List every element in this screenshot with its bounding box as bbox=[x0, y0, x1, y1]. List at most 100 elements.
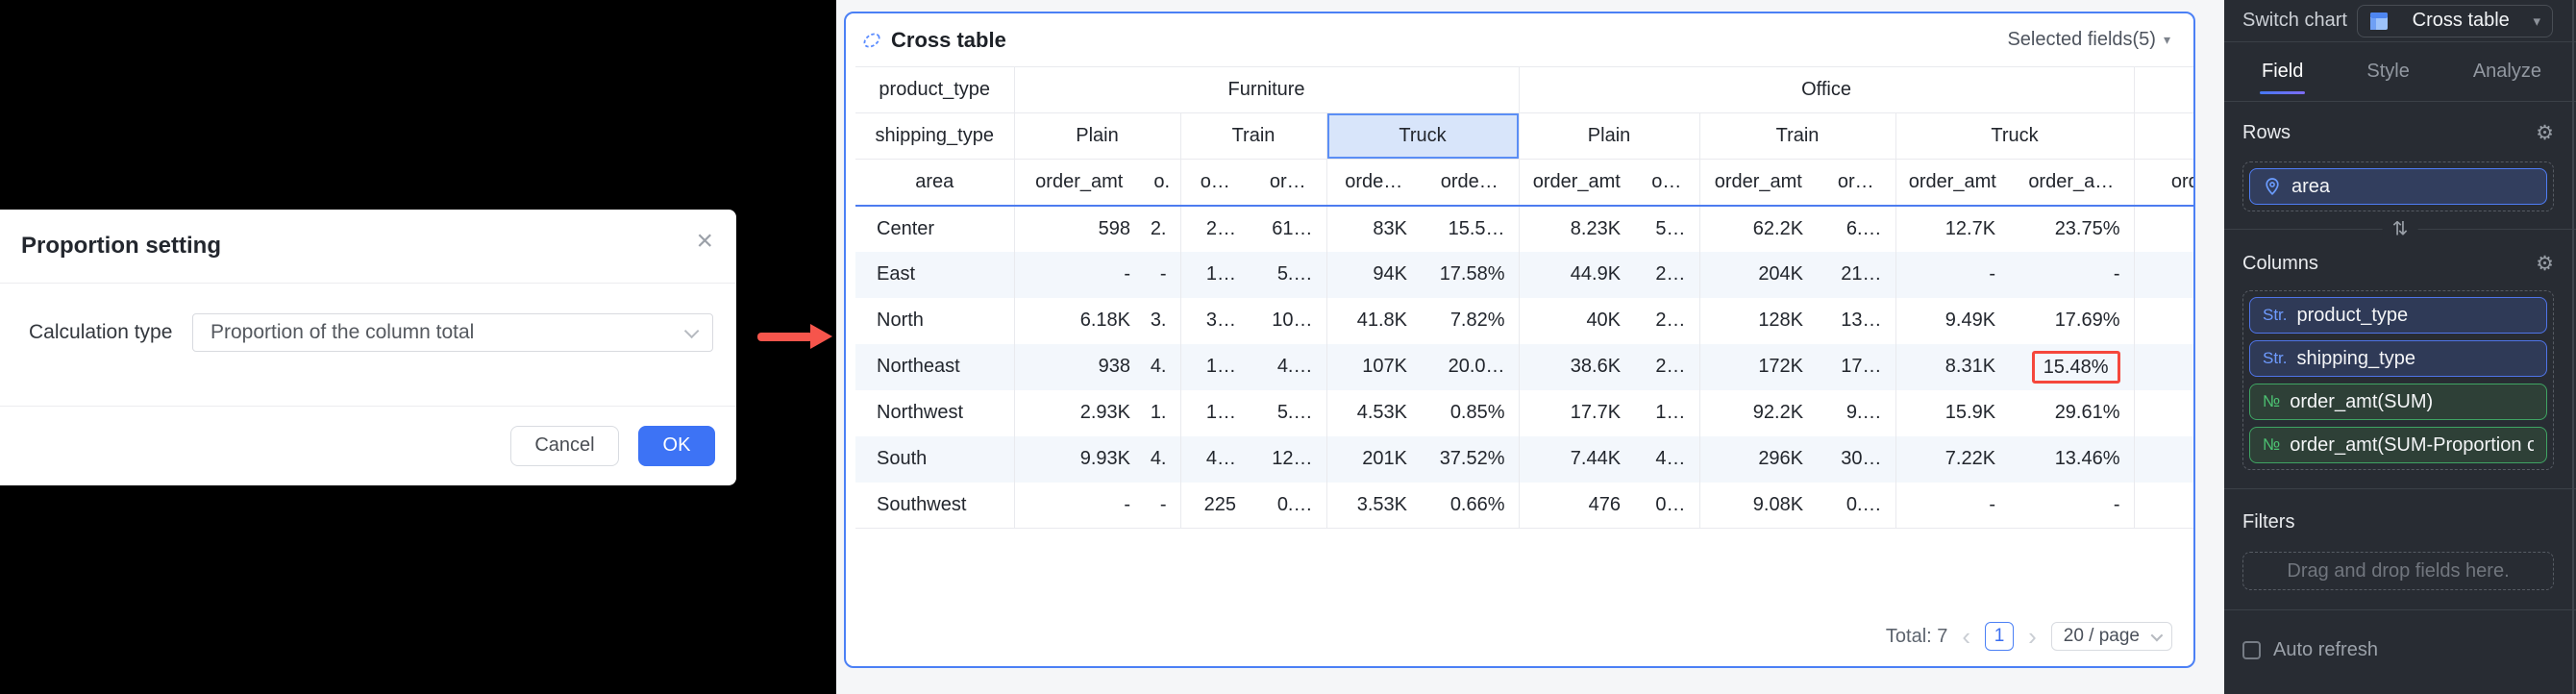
table-cell[interactable]: 2.93K bbox=[1013, 389, 1144, 436]
shipping-header[interactable]: Train bbox=[1698, 112, 1896, 160]
field-pill-product_type[interactable]: Str. product_type bbox=[2249, 297, 2547, 334]
table-cell[interactable]: - bbox=[2009, 482, 2135, 529]
table-cell[interactable]: 8.31K bbox=[1895, 343, 2010, 390]
table-cell[interactable]: 20.0… bbox=[1421, 343, 1520, 390]
table-cell[interactable] bbox=[2133, 251, 2193, 298]
table-cell[interactable]: 938 bbox=[1013, 343, 1144, 390]
tab-analyze[interactable]: Analyze bbox=[2472, 61, 2541, 82]
table-cell[interactable]: 5… bbox=[1655, 217, 1686, 239]
table-cell[interactable] bbox=[2133, 205, 2193, 252]
ok-button[interactable]: OK bbox=[638, 425, 715, 466]
measure-header[interactable]: o. bbox=[1144, 159, 1180, 207]
measure-header[interactable]: order_a… bbox=[2009, 159, 2135, 207]
table-cell[interactable]: 5.… bbox=[1250, 251, 1326, 298]
table-cell[interactable]: - bbox=[1895, 251, 2010, 298]
row-label[interactable]: South bbox=[855, 435, 1014, 483]
auto-refresh-toggle[interactable]: Auto refresh bbox=[2242, 639, 2554, 661]
shipping-header[interactable]: Plain bbox=[1013, 112, 1180, 160]
table-cell[interactable]: 296K bbox=[1698, 435, 1818, 483]
table-cell[interactable]: 3… bbox=[1179, 297, 1250, 344]
measure-header[interactable]: orde… bbox=[1325, 159, 1421, 207]
table-cell[interactable]: 3. bbox=[1150, 310, 1167, 331]
table-cell[interactable] bbox=[2133, 297, 2193, 344]
table-cell[interactable]: 2… bbox=[1634, 251, 1700, 298]
calculation-type-select[interactable]: Proportion of the column total bbox=[192, 313, 713, 352]
page-size-select[interactable]: 20 / page bbox=[2050, 622, 2172, 651]
table-cell[interactable] bbox=[2133, 389, 2193, 436]
product-header[interactable]: Furniture bbox=[1013, 66, 1520, 113]
table-cell[interactable]: 94K bbox=[1325, 251, 1421, 298]
table-cell[interactable] bbox=[2133, 482, 2193, 529]
table-cell[interactable]: 40K bbox=[1518, 297, 1635, 344]
table-cell[interactable]: 0.… bbox=[1250, 482, 1326, 529]
table-cell[interactable]: 225 bbox=[1179, 482, 1250, 529]
table-cell[interactable]: 4. bbox=[1144, 343, 1180, 390]
measure-header[interactable]: order_amt bbox=[1698, 159, 1818, 207]
product-header[interactable]: Office bbox=[1518, 66, 2135, 113]
field-pill-shipping_type[interactable]: Str. shipping_type bbox=[2249, 340, 2547, 377]
shipping-header[interactable]: Plain bbox=[1518, 112, 1700, 160]
rows-drop-zone[interactable]: area bbox=[2242, 161, 2554, 211]
table-cell[interactable]: 92.2K bbox=[1698, 389, 1818, 436]
prev-page-icon[interactable]: ‹ bbox=[1962, 622, 1971, 651]
chart-type-select[interactable]: Cross table ▾ bbox=[2357, 4, 2553, 37]
table-cell[interactable]: 30… bbox=[1817, 435, 1896, 483]
table-cell[interactable]: 7.82% bbox=[1449, 310, 1505, 331]
row-label[interactable]: Northwest bbox=[877, 402, 964, 423]
table-cell[interactable]: 13.46% bbox=[2009, 435, 2135, 483]
columns-drop-zone[interactable]: Str. product_type Str. shipping_type № order_… bbox=[2242, 290, 2554, 470]
swap-axes-icon[interactable]: ⇅ bbox=[2382, 216, 2418, 241]
measure-header[interactable]: ord bbox=[2133, 159, 2193, 207]
filters-drop-zone[interactable]: Drag and drop fields here. bbox=[2242, 552, 2554, 590]
table-cell[interactable]: - bbox=[1895, 482, 2010, 529]
table-cell[interactable]: 0.… bbox=[1817, 482, 1896, 529]
table-cell[interactable]: 1… bbox=[1179, 251, 1250, 298]
row-label[interactable]: Northeast bbox=[855, 343, 1014, 390]
table-cell[interactable]: 6.18K bbox=[1013, 297, 1144, 344]
table-cell[interactable]: 2… bbox=[1179, 205, 1250, 252]
table-cell[interactable]: 44.9K bbox=[1518, 251, 1635, 298]
table-cell[interactable]: 9.49K bbox=[1895, 297, 2010, 344]
field-pill-order_amtsumproportionoft[interactable]: № order_amt(SUM-Proportion of t… bbox=[2249, 427, 2547, 463]
table-cell[interactable]: 13… bbox=[1841, 310, 1882, 331]
shipping-header[interactable]: Truck bbox=[1325, 112, 1520, 160]
table-cell[interactable]: 0… bbox=[1634, 482, 1700, 529]
shipping-header[interactable] bbox=[2133, 112, 2193, 160]
table-cell[interactable]: 598 bbox=[1013, 205, 1144, 252]
table-cell[interactable]: 4… bbox=[1179, 435, 1250, 483]
table-cell[interactable]: - bbox=[1144, 482, 1180, 529]
table-cell[interactable]: 3.53K bbox=[1325, 482, 1421, 529]
table-cell[interactable]: 2… bbox=[1634, 343, 1700, 390]
table-cell[interactable]: 83K bbox=[1325, 205, 1421, 252]
table-cell[interactable]: 41.8K bbox=[1325, 297, 1421, 344]
measure-header[interactable]: order_amt bbox=[1518, 159, 1635, 207]
measure-header[interactable]: orde… bbox=[1421, 159, 1520, 207]
table-cell[interactable]: 23.75% bbox=[2054, 217, 2120, 239]
field-pill-order_amtsum[interactable]: № order_amt(SUM) bbox=[2249, 384, 2547, 420]
table-cell[interactable]: 21… bbox=[1817, 251, 1896, 298]
table-cell[interactable]: 1… bbox=[1179, 389, 1250, 436]
field-pill-area[interactable]: area bbox=[2249, 168, 2547, 205]
row-label[interactable]: Center bbox=[877, 217, 935, 239]
table-cell[interactable]: 61… bbox=[1272, 217, 1313, 239]
table-cell[interactable]: 4.… bbox=[1250, 343, 1326, 390]
row-label[interactable]: Southwest bbox=[855, 482, 1014, 529]
table-cell[interactable]: 17.69% bbox=[2054, 310, 2120, 331]
table-cell[interactable]: 38.6K bbox=[1518, 343, 1635, 390]
measure-header[interactable]: or… bbox=[1817, 159, 1896, 207]
table-cell[interactable]: 62.2K bbox=[1698, 205, 1818, 252]
table-cell[interactable]: 12… bbox=[1250, 435, 1326, 483]
table-cell[interactable]: 7.44K bbox=[1518, 435, 1635, 483]
table-cell[interactable]: - bbox=[1013, 482, 1144, 529]
table-cell[interactable]: 107K bbox=[1325, 343, 1421, 390]
gear-icon[interactable]: ⚙ bbox=[2536, 253, 2554, 275]
tab-field[interactable]: Field bbox=[2259, 42, 2306, 101]
cancel-button[interactable]: Cancel bbox=[510, 425, 619, 466]
next-page-icon[interactable]: › bbox=[2028, 622, 2037, 651]
table-cell[interactable]: 476 bbox=[1518, 482, 1635, 529]
table-cell[interactable]: 2… bbox=[1655, 310, 1686, 331]
close-icon[interactable]: × bbox=[696, 225, 713, 257]
shipping-header[interactable]: Truck bbox=[1895, 112, 2135, 160]
table-cell[interactable]: 4.53K bbox=[1325, 389, 1421, 436]
table-cell[interactable]: 0.66% bbox=[1421, 482, 1520, 529]
